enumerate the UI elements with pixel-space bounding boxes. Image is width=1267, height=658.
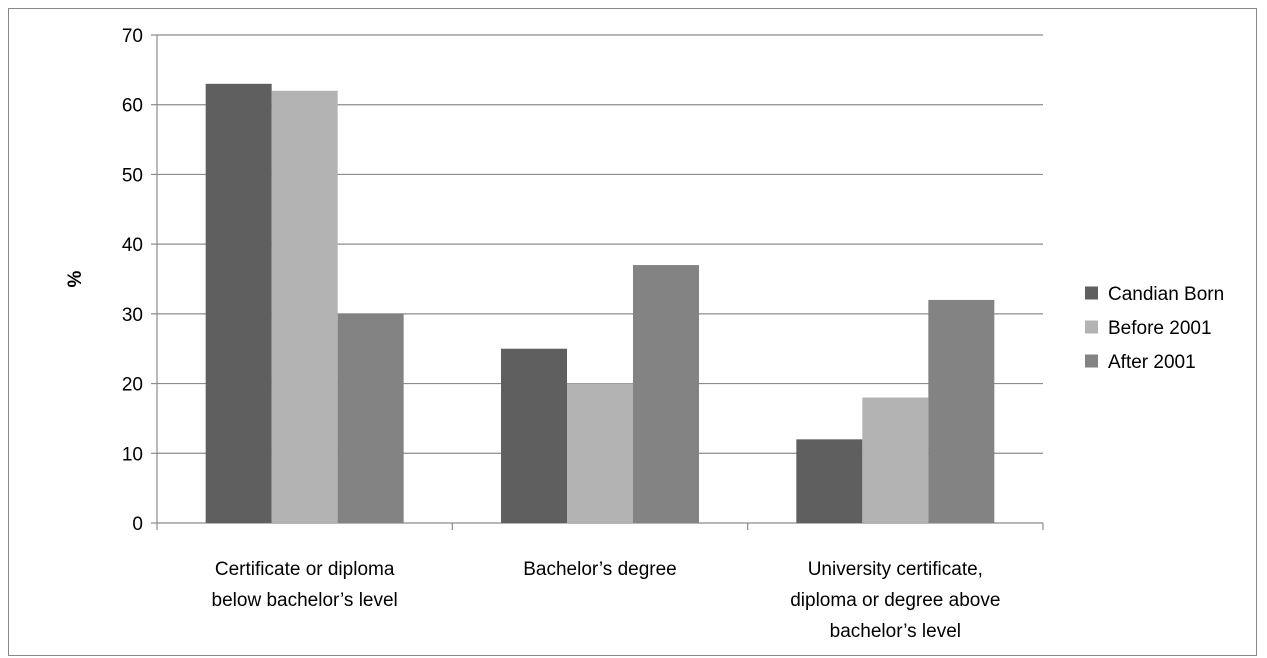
legend-label: Before 2001 [1108, 318, 1212, 339]
x-category-label: Bachelor’s degree [523, 559, 677, 580]
bar-before-2001-1 [567, 383, 633, 523]
bar-after-2001-2 [928, 299, 995, 523]
x-category-label-line: diploma or degree above [790, 590, 1000, 611]
y-tick-label: 60 [122, 96, 143, 117]
x-category-label-line: Certificate or diploma [215, 559, 395, 580]
bar-after-2001-1 [633, 265, 699, 523]
y-tick-label: 50 [122, 165, 143, 186]
y-tick-label: 70 [122, 26, 143, 47]
legend: Candian Born Before 2001 After 2001 [1085, 284, 1224, 373]
legend-swatch [1085, 320, 1098, 334]
bar-after-2001-0 [337, 313, 404, 523]
bar-before-2001-2 [862, 397, 929, 523]
y-tick-label: 30 [122, 305, 143, 326]
labels: 0 10 20 30 40 50 60 70 Certificate or diploma bel… [122, 26, 1001, 642]
y-tick-label: 20 [122, 375, 143, 396]
legend-swatch [1085, 354, 1098, 368]
bar-before-2001-0 [271, 90, 338, 524]
x-category-label-line: University certificate, [808, 559, 983, 580]
y-tick-label: 10 [122, 444, 143, 465]
x-category-label-line: below bachelor’s level [212, 590, 398, 611]
x-category-label-line: bachelor’s level [830, 621, 961, 642]
x-category-label: University certificate, diploma or degree… [790, 559, 1000, 642]
bar-candian-born-0 [205, 83, 272, 524]
legend-label: Candian Born [1108, 284, 1224, 305]
bar-candian-born-1 [501, 348, 567, 523]
bars [205, 83, 995, 524]
legend-swatch [1085, 286, 1098, 300]
x-category-label-line: Bachelor’s degree [523, 559, 677, 580]
x-category-label: Certificate or diploma below bachelor’s l… [212, 559, 398, 611]
y-tick-label: 0 [132, 514, 143, 535]
legend-label: After 2001 [1108, 352, 1196, 373]
y-tick-label: 40 [122, 235, 143, 256]
bar-candian-born-2 [796, 439, 863, 523]
y-axis-title: % [65, 270, 86, 287]
